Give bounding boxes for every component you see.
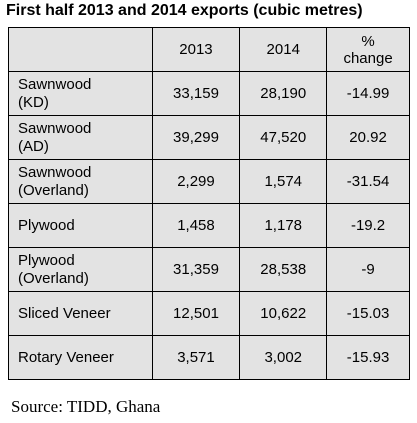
row-label: (AD) [18, 137, 49, 155]
row-label: Sawnwood [18, 163, 92, 181]
value-2014-cell: 3,002 [239, 335, 328, 380]
table-row: Plywood (Overland) 31,359 28,538 -9 [8, 247, 410, 292]
value-2014-cell: 1,178 [239, 203, 328, 248]
value-2014-cell: 10,622 [239, 291, 328, 336]
row-label: Rotary Veneer [18, 348, 114, 366]
value-2014-cell: 28,538 [239, 247, 328, 292]
table-body: Sawnwood (KD) 33,159 28,190 -14.99 Sawnwood (A… [8, 71, 410, 380]
percent-change-cell: -31.54 [326, 159, 410, 204]
percent-change-cell: -15.93 [326, 335, 410, 380]
row-label-cell: Sawnwood (KD) [8, 71, 153, 116]
header-cell-empty [8, 27, 153, 72]
percent-change-cell: 20.92 [326, 115, 410, 160]
header-cell-2013: 2013 [151, 27, 241, 72]
row-label: (KD) [18, 93, 49, 111]
row-label-cell: Plywood (Overland) [8, 247, 153, 292]
row-label-cell: Sawnwood (AD) [8, 115, 153, 160]
row-label-cell: Sliced Veneer [8, 291, 153, 336]
percent-change-cell: -15.03 [326, 291, 410, 336]
value-2013-cell: 31,359 [151, 247, 241, 292]
table-row: Rotary Veneer 3,571 3,002 -15.93 [8, 335, 410, 380]
row-label-cell: Rotary Veneer [8, 335, 153, 380]
value-2013-cell: 3,571 [151, 335, 241, 380]
table-row: Sliced Veneer 12,501 10,622 -15.03 [8, 291, 410, 336]
row-label: (Overland) [18, 269, 89, 287]
row-label-cell: Plywood [8, 203, 153, 248]
header-cell-percent-change: % change [326, 27, 410, 72]
header-row: 2013 2014 % change [8, 27, 410, 72]
table-row: Sawnwood (KD) 33,159 28,190 -14.99 [8, 71, 410, 116]
value-2013-cell: 2,299 [151, 159, 241, 204]
row-label: (Overland) [18, 181, 89, 199]
value-2014-cell: 1,574 [239, 159, 328, 204]
value-2014-cell: 47,520 [239, 115, 328, 160]
exports-table: 2013 2014 % change Sawnwood (KD) 33,159 28,… [8, 27, 410, 380]
table-title: First half 2013 and 2014 exports (cubic … [6, 2, 363, 19]
source-note: Source: TIDD, Ghana [11, 397, 161, 416]
percent-change-cell: -19.2 [326, 203, 410, 248]
table-row: Sawnwood (AD) 39,299 47,520 20.92 [8, 115, 410, 160]
percent-change-cell: -14.99 [326, 71, 410, 116]
table-row: Plywood 1,458 1,178 -19.2 [8, 203, 410, 248]
value-2014-cell: 28,190 [239, 71, 328, 116]
value-2013-cell: 39,299 [151, 115, 241, 160]
header-cell-2014: 2014 [239, 27, 328, 72]
row-label: Sliced Veneer [18, 304, 111, 322]
value-2013-cell: 33,159 [151, 71, 241, 116]
percent-change-header-label: % change [343, 32, 393, 67]
value-2013-cell: 12,501 [151, 291, 241, 336]
value-2013-cell: 1,458 [151, 203, 241, 248]
table-row: Sawnwood (Overland) 2,299 1,574 -31.54 [8, 159, 410, 204]
row-label-cell: Sawnwood (Overland) [8, 159, 153, 204]
row-label: Plywood [18, 251, 75, 269]
row-label: Plywood [18, 216, 75, 234]
percent-change-cell: -9 [326, 247, 410, 292]
row-label: Sawnwood [18, 75, 92, 93]
row-label: Sawnwood [18, 119, 92, 137]
